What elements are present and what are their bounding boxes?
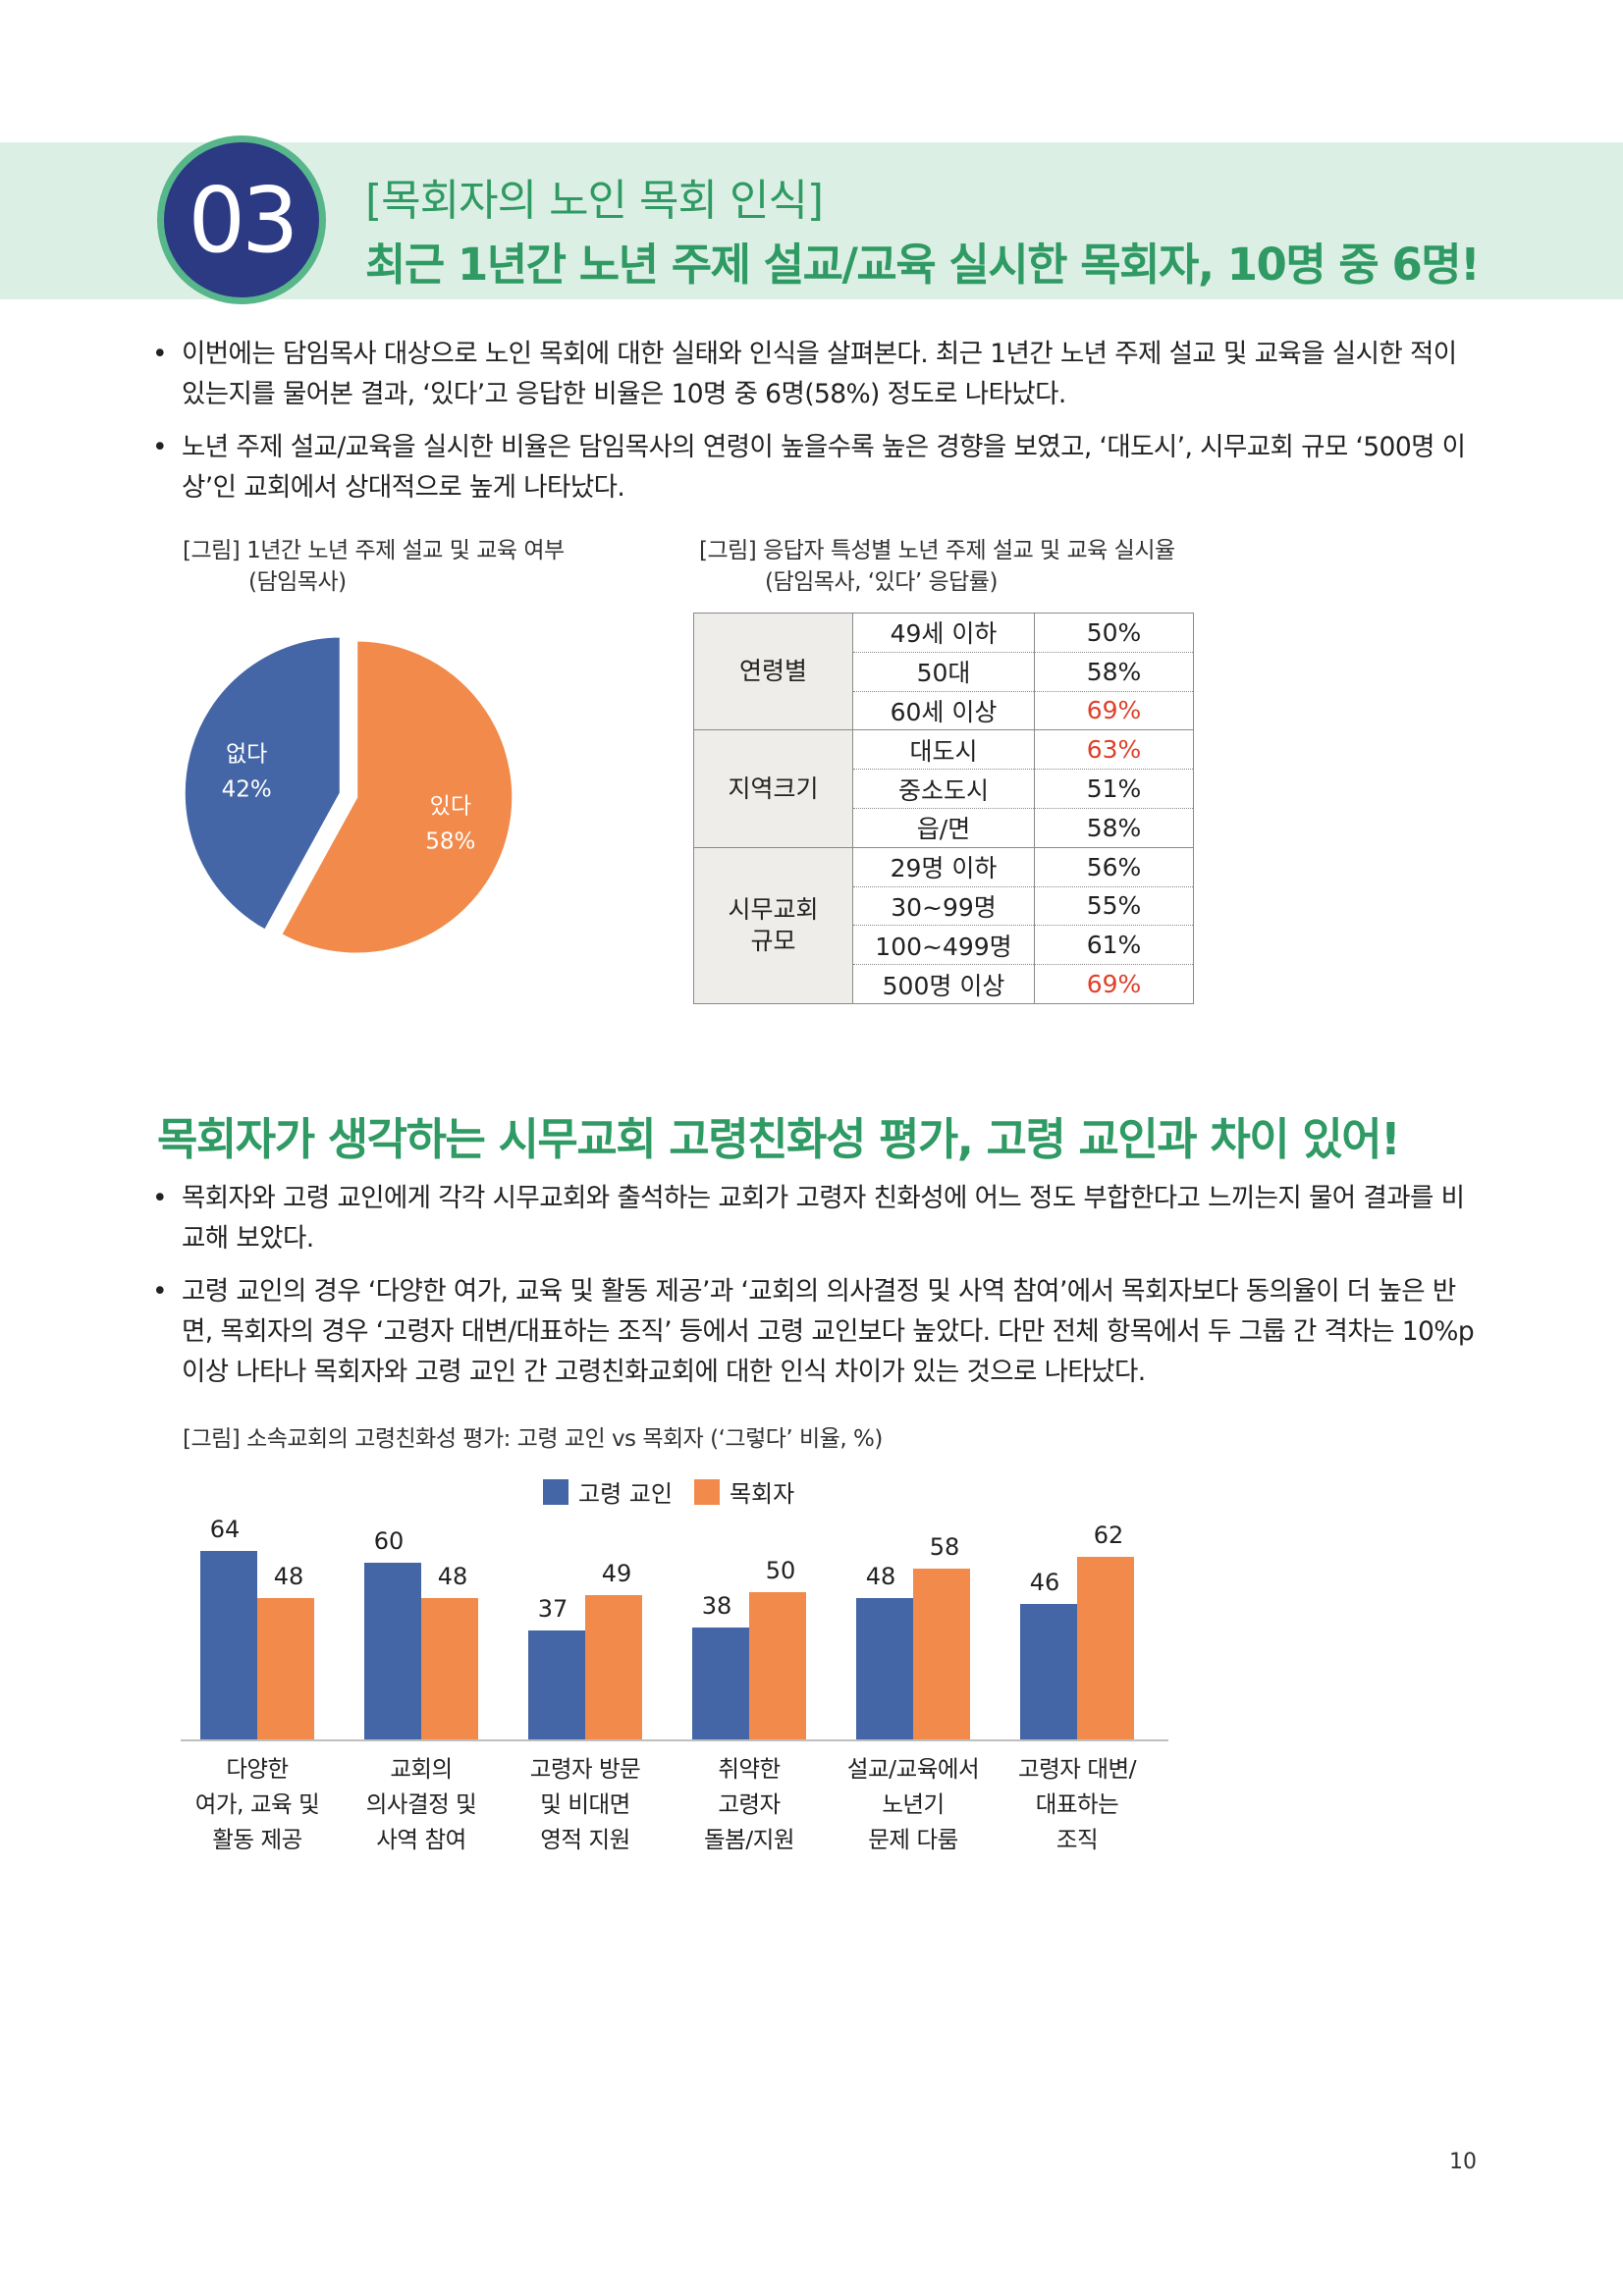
table-value-cell: 58% — [1034, 808, 1194, 848]
bar-pastor — [749, 1592, 806, 1739]
table-caption-line1: [그림] 응답자 특성별 노년 주제 설교 및 교육 실시율 — [699, 538, 1175, 563]
bar-pastor — [913, 1569, 970, 1739]
pie-slice-label: 없다 — [226, 741, 267, 767]
bar-value-label: 48 — [866, 1563, 896, 1590]
table-group-cell: 지역크기 — [693, 729, 853, 848]
table-category-cell: 50대 — [852, 652, 1035, 692]
table-value-cell: 51% — [1034, 769, 1194, 809]
table-row: 500명 이상 69% — [694, 964, 1194, 1004]
table-row: 지역크기 대도시 63% — [693, 729, 1194, 848]
bar-value-label: 60 — [374, 1527, 405, 1555]
table-caption: [그림] 응답자 특성별 노년 주제 설교 및 교육 실시율 (담임목사, ‘있… — [699, 535, 1175, 598]
bar-value-label: 64 — [210, 1516, 241, 1543]
table-group-cell: 연령별 — [693, 612, 853, 731]
section2-bullets: 목회자와 고령 교인에게 각각 시무교회와 출석하는 교회가 고령자 친화성에 … — [152, 1178, 1478, 1405]
table-row: 중소도시 51% — [694, 769, 1194, 809]
bar-chart: 64 48 60 48 37 49 38 50 48 58 46 62 — [181, 1516, 1168, 1741]
legend-swatch — [543, 1478, 568, 1505]
pie-caption-line2: (담임목사) — [248, 569, 347, 595]
bar-pastor — [421, 1598, 478, 1739]
table-row: 시무교회 규모 29명 이하 56% — [693, 846, 1194, 1004]
legend-label: 고령 교인 — [578, 1480, 673, 1508]
bar-value-label: 58 — [930, 1533, 960, 1561]
bullet-text: 고령 교인의 경우 ‘다양한 여가, 교육 및 활동 제공’과 ‘교회의 의사결… — [152, 1271, 1478, 1392]
table-value-cell: 63% — [1034, 729, 1194, 771]
table-value-cell: 55% — [1034, 886, 1194, 927]
legend-label: 목회자 — [729, 1480, 795, 1508]
bar-value-label: 46 — [1030, 1569, 1060, 1596]
pie-slice — [182, 634, 343, 934]
pie-slice-label: 있다 — [430, 794, 471, 820]
response-table: 연령별 49세 이하 50% 50대 58% 60세 이상 69% 지역크기 대도시 63% 중소도… — [693, 612, 1194, 1004]
section-number-badge: 03 — [157, 135, 326, 304]
table-category-cell: 29명 이하 — [852, 847, 1035, 887]
table-value-cell: 56% — [1034, 847, 1194, 887]
page-number: 10 — [1449, 2150, 1477, 2174]
legend-swatch — [693, 1478, 720, 1505]
table-category-cell: 30~99명 — [852, 886, 1035, 927]
bar-elderly — [692, 1628, 749, 1739]
table-row: 연령별 49세 이하 50% — [693, 612, 1194, 731]
bar-elderly — [856, 1598, 913, 1739]
bar-pastor — [1077, 1557, 1134, 1739]
table-row: 60세 이상 69% — [694, 691, 1194, 731]
section-number: 03 — [188, 167, 298, 273]
bar-value-label: 48 — [274, 1563, 304, 1590]
bar-caption: [그림] 소속교회의 고령친화성 평가: 고령 교인 vs 목회자 (‘그렇다’… — [183, 1426, 883, 1452]
legend-item-pastor: 목회자 — [693, 1474, 795, 1509]
bullet-text: 이번에는 담임목사 대상으로 노인 목회에 대한 실태와 인식을 살펴본다. 최… — [152, 334, 1478, 414]
table-row: 읍/면 58% — [694, 808, 1194, 848]
table-value-cell: 61% — [1034, 925, 1194, 966]
bullet-text: 노년 주제 설교/교육을 실시한 비율은 담임목사의 연령이 높을수록 높은 경… — [152, 427, 1478, 507]
pie-slice — [278, 638, 515, 956]
table-category-cell: 60세 이상 — [852, 691, 1035, 731]
bar-elderly — [200, 1551, 257, 1739]
bar-value-label: 50 — [766, 1557, 796, 1584]
bar-elderly — [1020, 1604, 1077, 1739]
section2-title: 목회자가 생각하는 시무교회 고령친화성 평가, 고령 교인과 차이 있어! — [157, 1113, 1401, 1165]
x-category-label: 고령자 방문 및 비대면 영적 지원 — [529, 1755, 641, 1853]
x-category-label: 다양한 여가, 교육 및 활동 제공 — [194, 1755, 320, 1853]
x-category-label: 설교/교육에서 노년기 문제 다룸 — [846, 1755, 980, 1853]
table-group-cell: 시무교회 규모 — [693, 846, 853, 1004]
section1-bullets: 이번에는 담임목사 대상으로 노인 목회에 대한 실태와 인식을 살펴본다. 최… — [152, 334, 1478, 520]
x-category-label: 교회의 의사결정 및 사역 참여 — [365, 1755, 477, 1853]
table-value-cell: 69% — [1034, 691, 1194, 731]
table-category-cell: 중소도시 — [852, 769, 1035, 809]
legend-item-elderly: 고령 교인 — [543, 1474, 673, 1509]
table-row: 30~99명 55% — [694, 886, 1194, 927]
bar-value-label: 37 — [538, 1595, 568, 1623]
pie-caption: [그림] 1년간 노년 주제 설교 및 교육 여부 (담임목사) — [183, 535, 565, 598]
header-kicker: [목회자의 노인 목회 인식] — [365, 176, 824, 226]
x-category-label: 취약한 고령자 돌봄/지원 — [704, 1755, 794, 1853]
x-category-label: 고령자 대변/대표하는 조직 — [1018, 1755, 1137, 1853]
pie-slice-value: 42% — [222, 776, 272, 802]
bar-pastor — [257, 1598, 314, 1739]
bar-elderly — [528, 1630, 585, 1739]
bullet-text: 목회자와 고령 교인에게 각각 시무교회와 출석하는 교회가 고령자 친화성에 … — [152, 1178, 1478, 1258]
pie-slice-value: 58% — [425, 829, 475, 855]
table-value-cell: 50% — [1034, 613, 1194, 653]
table-row: 50대 58% — [694, 652, 1194, 692]
bar-elderly — [364, 1563, 421, 1739]
header-title: 최근 1년간 노년 주제 설교/교육 실시한 목회자, 10명 중 6명! — [365, 239, 1481, 291]
table-category-cell: 500명 이상 — [852, 964, 1035, 1004]
bar-value-label: 38 — [702, 1592, 732, 1620]
bar-value-label: 49 — [602, 1560, 632, 1587]
table-category-cell: 49세 이하 — [852, 613, 1035, 653]
table-category-cell: 대도시 — [852, 729, 1035, 771]
table-value-cell: 69% — [1034, 964, 1194, 1004]
table-category-cell: 100~499명 — [852, 925, 1035, 966]
pie-chart: 있다 58% 없다 42% — [182, 634, 515, 956]
table-value-cell: 58% — [1034, 652, 1194, 692]
table-caption-line2: (담임목사, ‘있다’ 응답률) — [765, 569, 998, 595]
table-category-cell: 읍/면 — [852, 808, 1035, 848]
bar-pastor — [585, 1595, 642, 1739]
bar-value-label: 62 — [1094, 1522, 1124, 1549]
bar-value-label: 48 — [438, 1563, 468, 1590]
bar-legend: 고령 교인 목회자 — [543, 1474, 816, 1509]
table-row: 100~499명 61% — [694, 925, 1194, 966]
pie-caption-line1: [그림] 1년간 노년 주제 설교 및 교육 여부 — [183, 538, 565, 563]
